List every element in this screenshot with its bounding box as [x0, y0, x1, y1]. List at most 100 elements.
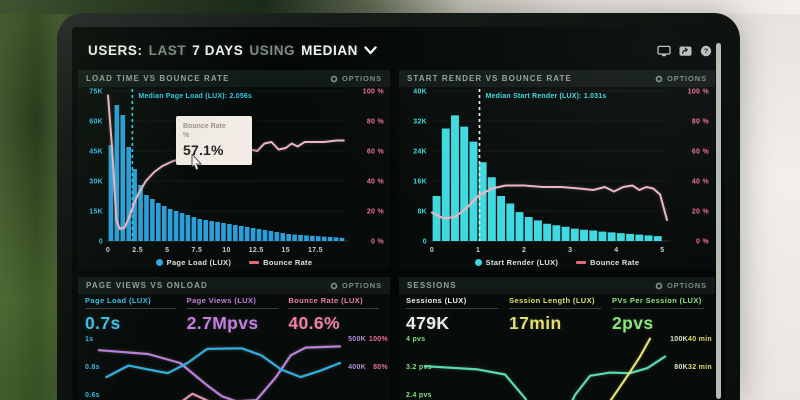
y2-axis-label: 100K	[670, 336, 688, 343]
y-axis-label: 30K	[89, 179, 103, 186]
y2-axis-label: 0 %	[371, 239, 384, 246]
histogram-bar	[191, 217, 197, 241]
panel-title: SESSIONS	[407, 281, 457, 290]
histogram-bar	[215, 222, 220, 241]
y2-axis-label: 100%	[369, 336, 389, 343]
histogram-bar	[333, 237, 339, 241]
dashboard-screen: USERS: LAST 7 DAYS USING MEDIAN	[72, 27, 725, 400]
legend-item: Bounce Rate	[249, 258, 312, 267]
y-axis-label: 4 pvs	[406, 336, 425, 343]
page-views-chart[interactable]: 1s 0.8s 0.6s 500K 100% 400K 80%	[78, 331, 390, 400]
histogram-bar	[233, 225, 238, 241]
stat-value: 0.7s	[85, 312, 121, 333]
date-range-selector[interactable]: USERS: LAST 7 DAYS USING MEDIAN	[88, 43, 377, 58]
histogram-bar	[286, 234, 291, 241]
sessions-chart[interactable]: 4 pvs 3.2 pvs 2.4 pvs 100K 40 min 80K 32 min	[399, 331, 715, 400]
y2-axis-label: 80 %	[367, 119, 385, 126]
x-axis-label: 5	[165, 247, 169, 254]
legend-line-swatch	[576, 261, 587, 264]
options-label: OPTIONS	[666, 74, 707, 83]
stat-label: Session Length (LUX)	[509, 296, 595, 305]
page-load-line	[105, 347, 342, 379]
stat-page-load: Page Load (LUX) 0.7s	[85, 296, 182, 334]
monitor-icon[interactable]	[657, 45, 671, 57]
y-axis-label: 60K	[89, 119, 103, 126]
y-axis-label: 0.6s	[85, 392, 100, 399]
x-axis-label: 17.5	[308, 247, 323, 254]
mouse-cursor	[191, 154, 202, 171]
histogram-bar	[607, 232, 616, 242]
y2-axis-label: 40 %	[367, 179, 385, 186]
histogram-bar	[244, 227, 250, 241]
options-label: OPTIONS	[341, 74, 382, 83]
bounce-rate-line	[182, 392, 209, 400]
histogram-bar	[497, 196, 506, 241]
panel-header: PAGE VIEWS VS ONLOAD OPTIONS	[78, 277, 390, 294]
histogram-bars	[432, 115, 662, 242]
histogram-bar	[315, 236, 321, 241]
y-axis-label: 75K	[89, 89, 103, 96]
y-axis-label: 45K	[89, 149, 103, 156]
stat-value: 40.6%	[288, 312, 340, 333]
y2-axis-label: 0 %	[696, 239, 709, 246]
histogram-bar	[144, 195, 149, 241]
chevron-down-icon	[364, 46, 377, 55]
histogram-bars	[108, 105, 345, 241]
page-views-line	[97, 345, 342, 400]
y-axis-label: 40K	[413, 89, 427, 96]
histogram-bar	[321, 236, 327, 241]
help-icon[interactable]: ?	[700, 45, 712, 57]
options-label: OPTIONS	[666, 281, 707, 290]
panel-header: LOAD TIME VS BOUNCE RATE OPTIONS	[78, 70, 390, 87]
histogram-bar	[310, 235, 315, 241]
histogram-bar	[570, 228, 579, 242]
options-button[interactable]: OPTIONS	[655, 281, 707, 290]
start-render-chart[interactable]: 40K 32K 24K 16K 8K 0 100 % 80 % 60 % 40 % 20 % 0 % 0…	[399, 87, 715, 255]
svg-text:?: ?	[704, 47, 709, 56]
share-icon[interactable]	[679, 45, 692, 57]
median-annotation: Median Page Load (LUX): 2.056s	[138, 93, 252, 100]
options-button[interactable]: OPTIONS	[330, 281, 382, 290]
tooltip-title: Bounce Rate	[183, 123, 226, 130]
header-median: MEDIAN	[301, 43, 359, 58]
vertical-scrollbar[interactable]	[716, 43, 721, 399]
histogram-bar	[487, 177, 496, 241]
histogram-bar	[515, 212, 524, 242]
histogram-bar	[451, 115, 459, 242]
histogram-bar	[256, 229, 262, 241]
histogram-bar	[469, 141, 478, 242]
histogram-bar	[167, 209, 173, 241]
y-axis-label: 0.8s	[85, 364, 100, 371]
x-axis-label: 3	[568, 247, 572, 254]
gear-icon	[655, 282, 663, 289]
stat-value: 2.7Mpvs	[186, 312, 259, 333]
x-axis-label: 2	[522, 247, 526, 254]
x-axis-label: 10	[222, 247, 230, 254]
stat-divider	[612, 308, 705, 309]
y2-axis-label: 80K	[674, 364, 688, 371]
histogram-bar	[580, 229, 588, 241]
panel-title: START RENDER VS BOUNCE RATE	[407, 74, 572, 83]
header-last: LAST	[148, 43, 187, 58]
histogram-bar	[460, 126, 469, 242]
histogram-bar	[533, 220, 542, 242]
header-users: USERS:	[88, 43, 143, 58]
options-button[interactable]: OPTIONS	[655, 74, 707, 83]
y2-axis-label: 60 %	[367, 149, 385, 156]
histogram-bar	[156, 203, 161, 241]
histogram-bar	[524, 217, 533, 241]
panel-header: START RENDER VS BOUNCE RATE OPTIONS	[399, 70, 715, 87]
median-annotation: Median Start Render (LUX): 1.031s	[486, 93, 607, 100]
histogram-bar	[179, 213, 185, 241]
stat-value: 17min	[509, 312, 562, 333]
histogram-bar	[227, 224, 232, 241]
stat-value: 2pvs	[612, 312, 654, 333]
options-button[interactable]: OPTIONS	[330, 74, 382, 83]
bounce-rate-line	[431, 184, 668, 221]
histogram-bar	[432, 196, 441, 241]
x-axis-label: 2.5	[132, 247, 143, 254]
stat-divider	[406, 308, 499, 309]
y2-axis-label: 80%	[373, 364, 388, 371]
stat-label: Bounce Rate (LUX)	[288, 296, 364, 305]
